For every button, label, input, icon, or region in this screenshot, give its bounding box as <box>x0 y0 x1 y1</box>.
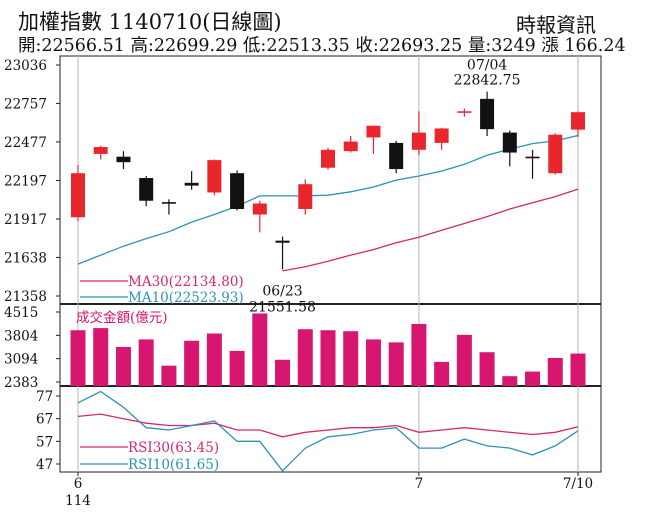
candle-body <box>411 132 426 150</box>
rsi-tick-label: 77 <box>36 389 53 405</box>
volume-bar <box>70 330 86 386</box>
candle-body <box>366 125 381 138</box>
ma30-legend-label: MA30(22134.80) <box>128 274 244 290</box>
candle-body <box>502 132 517 153</box>
candle-body <box>298 184 313 209</box>
candle-body <box>116 156 131 163</box>
ma10-line <box>77 134 579 265</box>
candle-body <box>71 173 85 218</box>
candle-body <box>570 112 585 130</box>
volume-bar <box>206 333 222 386</box>
volume-bar <box>502 376 518 386</box>
candle-body <box>320 149 335 168</box>
price-tick-label: 21917 <box>4 212 47 228</box>
candle-body <box>161 202 176 204</box>
ma10-legend-label: MA10(22523.93) <box>128 290 244 306</box>
candle-body <box>480 98 495 130</box>
low-annotation-value: 21551.58 <box>249 299 316 315</box>
x-tick-label: 7/10 <box>563 476 593 492</box>
volume-label: 成交金額(億元) <box>76 309 168 326</box>
volume-bar <box>93 328 109 386</box>
candle-body <box>434 128 449 143</box>
volume-bar <box>115 346 131 386</box>
candle-body <box>343 141 358 152</box>
rsi30-line <box>77 413 579 438</box>
candle-body <box>207 160 222 193</box>
rsi-tick-label: 47 <box>36 457 53 473</box>
volume-bar <box>411 323 427 386</box>
rsi10-line <box>77 390 579 472</box>
low-annotation-date: 06/23 <box>262 283 302 299</box>
x-tick-label: 7 <box>415 476 424 492</box>
x-tick-label: 114 <box>65 493 91 509</box>
candle-body <box>230 173 245 209</box>
price-tick-label: 23036 <box>4 58 47 74</box>
chart-title: 加權指數 1140710(日線圖) <box>18 10 282 34</box>
ma30-line <box>282 188 579 272</box>
volume-bar <box>184 340 200 386</box>
volume-bar <box>229 350 245 386</box>
price-tick-label: 22757 <box>4 96 47 112</box>
candle-body <box>184 182 199 186</box>
candle-body <box>252 203 267 215</box>
volume-bar <box>275 359 291 386</box>
source-label: 時報資訊 <box>516 13 596 37</box>
rsi30-legend-label: RSI30(63.45) <box>128 440 219 456</box>
volume-bar <box>434 361 450 386</box>
rsi-tick-label: 57 <box>36 434 53 450</box>
high-annotation-value: 22842.75 <box>454 73 521 89</box>
volume-bar <box>138 339 154 386</box>
volume-bar <box>456 334 472 386</box>
volume-tick-label: 3804 <box>4 328 38 344</box>
x-tick-label: 6 <box>74 476 83 492</box>
price-tick-label: 22477 <box>4 135 47 151</box>
rsi10-legend-label: RSI10(61.65) <box>128 457 219 473</box>
volume-bar <box>525 371 541 386</box>
volume-bar <box>388 342 404 386</box>
candle-body <box>548 134 563 174</box>
volume-tick-label: 4515 <box>4 305 38 321</box>
volume-bar <box>252 313 268 386</box>
price-tick-label: 22197 <box>4 174 47 190</box>
candle-body <box>275 240 290 243</box>
volume-bar <box>479 352 495 386</box>
candle-body <box>139 178 154 201</box>
volume-bar <box>297 329 313 386</box>
rsi-tick-label: 67 <box>36 412 53 428</box>
candle-body <box>525 156 540 159</box>
candle-body <box>93 147 108 154</box>
volume-bar <box>365 339 381 386</box>
volume-bar <box>570 353 586 386</box>
ohlc-summary: 開:22566.51 高:22699.29 低:22513.35 收:22693… <box>18 36 626 56</box>
price-tick-label: 21358 <box>4 289 47 305</box>
volume-bar <box>161 365 177 386</box>
price-tick-label: 21638 <box>4 250 47 266</box>
volume-bar <box>343 331 359 386</box>
volume-tick-label: 3094 <box>4 352 38 368</box>
candle-body <box>389 142 404 170</box>
volume-tick-label: 2383 <box>4 375 38 391</box>
volume-bar <box>320 330 336 386</box>
volume-bar <box>547 357 563 386</box>
high-annotation-date: 07/04 <box>467 58 507 74</box>
candle-body <box>457 111 472 113</box>
